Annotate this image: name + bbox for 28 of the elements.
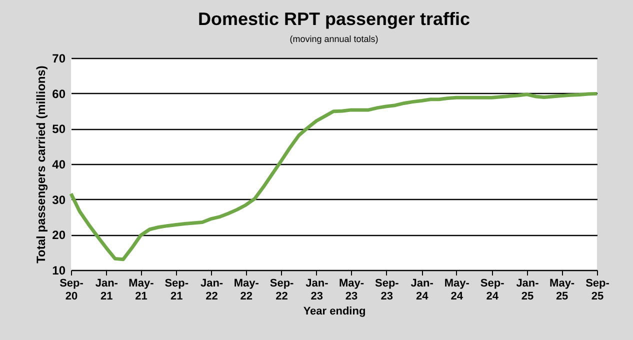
x-tick-label: Jan-21 bbox=[95, 278, 118, 302]
x-tick-label: Sep-22 bbox=[270, 278, 294, 302]
x-tick-label: Jan-22 bbox=[200, 278, 224, 302]
x-tick-label: Jan-23 bbox=[306, 278, 329, 302]
x-tick-label: Jan-24 bbox=[410, 278, 434, 302]
x-tick-label: Sep-23 bbox=[375, 278, 400, 302]
y-tick-label: 20 bbox=[52, 228, 66, 242]
x-tick-label: May-22 bbox=[234, 278, 260, 302]
x-tick-label: May-25 bbox=[550, 278, 575, 302]
line-series bbox=[69, 92, 599, 262]
x-tick-label: Sep-25 bbox=[586, 278, 610, 302]
chart-subtitle: (moving annual totals) bbox=[290, 34, 378, 44]
y-tick-label: 30 bbox=[52, 192, 66, 207]
y-tick-label: 10 bbox=[52, 264, 66, 278]
x-tick-label: Jan-25 bbox=[516, 278, 540, 302]
y-tick-label: 70 bbox=[52, 52, 66, 66]
x-axis-title: Year ending bbox=[303, 306, 366, 318]
y-axis-title: Total passengers carried (millions) bbox=[34, 66, 48, 264]
x-tick-label: Sep-21 bbox=[164, 278, 189, 302]
x-tick-label: May-24 bbox=[444, 278, 470, 302]
x-tick-label: May-21 bbox=[128, 278, 154, 302]
chart-title: Domestic RPT passenger traffic bbox=[198, 9, 470, 29]
y-tick-label: 60 bbox=[52, 86, 66, 101]
y-tick-label: 40 bbox=[52, 158, 66, 172]
x-tick-label: May-23 bbox=[338, 278, 364, 302]
y-tick-label: 50 bbox=[52, 122, 66, 136]
x-tick-label: Sep-20 bbox=[60, 278, 84, 302]
x-tick-label: Sep-24 bbox=[480, 278, 505, 302]
